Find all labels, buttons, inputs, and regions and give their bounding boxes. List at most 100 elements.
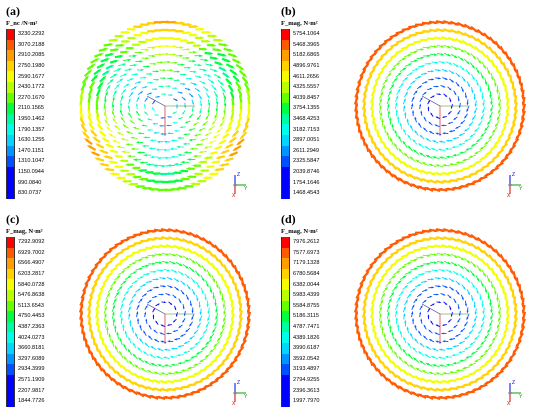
field-arrowhead <box>356 323 360 329</box>
field-arrowhead <box>414 116 417 120</box>
field-arrowhead <box>407 235 412 239</box>
field-arrowhead <box>479 354 484 358</box>
field-arrowhead <box>436 85 440 88</box>
field-arrowhead <box>129 319 132 323</box>
field-arrowhead <box>430 395 436 399</box>
field-arrowhead <box>449 307 452 311</box>
field-arrowhead <box>173 371 178 374</box>
field-arrowhead <box>476 70 480 74</box>
field-arrowhead <box>401 160 406 165</box>
field-arrowhead <box>454 230 460 234</box>
field-arrowhead <box>138 25 144 29</box>
legend-swatch <box>6 364 15 375</box>
field-arrowhead <box>382 140 386 146</box>
field-arrowhead <box>213 168 219 172</box>
field-arrowhead <box>114 345 118 350</box>
field-arrowhead <box>144 171 149 174</box>
field-arrowhead <box>436 293 440 296</box>
field-arrowhead <box>437 277 442 280</box>
field-arrowhead <box>414 129 417 134</box>
field-arrowhead <box>374 289 378 294</box>
field-arrowhead <box>103 111 107 116</box>
field-arrowhead <box>170 139 174 142</box>
field-arrowhead <box>224 145 229 149</box>
field-arrowhead <box>387 109 391 114</box>
field-arrowhead <box>245 122 249 128</box>
field-arrowhead <box>96 275 101 280</box>
field-arrowhead <box>137 317 140 321</box>
field-arrowhead <box>372 323 375 328</box>
field-arrowhead <box>496 151 501 156</box>
field-arrowhead <box>451 354 455 357</box>
legend-swatch <box>6 342 15 354</box>
field-arrowhead <box>99 53 105 57</box>
field-arrowhead <box>394 129 397 134</box>
field-arrowhead <box>504 348 509 353</box>
field-arrowhead <box>407 164 412 169</box>
legend-swatch <box>281 300 290 312</box>
field-arrowhead <box>379 342 383 348</box>
field-arrowhead <box>451 71 455 74</box>
legend-swatch <box>281 29 290 40</box>
field-arrowhead <box>447 320 451 323</box>
legend-swatch <box>281 81 290 93</box>
field-arrowhead <box>167 60 172 64</box>
field-arrowhead <box>139 267 144 271</box>
field-arrowhead <box>135 73 139 76</box>
field-arrowhead <box>482 317 485 322</box>
field-arrowhead <box>434 253 439 256</box>
field-arrowhead <box>130 254 135 257</box>
field-arrowhead <box>79 309 83 315</box>
field-arrowhead <box>384 63 389 68</box>
field-arrowhead <box>405 46 410 49</box>
field-arrowhead <box>497 304 501 309</box>
field-arrowhead <box>179 126 183 129</box>
field-arrowhead <box>454 92 457 96</box>
field-arrowhead <box>192 372 197 376</box>
field-arrowhead <box>223 43 229 47</box>
field-arrowhead <box>521 115 525 121</box>
field-arrowhead <box>226 59 232 63</box>
field-arrowhead <box>204 249 210 254</box>
field-arrowhead <box>120 316 123 321</box>
field-arrowhead <box>468 123 472 127</box>
field-arrowhead <box>481 96 484 100</box>
field-arrowhead <box>466 61 470 65</box>
field-arrowhead <box>164 93 167 95</box>
field-arrowhead <box>218 38 224 42</box>
field-arrowhead <box>441 228 447 232</box>
field-arrowhead <box>438 37 444 40</box>
field-arrowhead <box>491 284 494 289</box>
field-arrowhead <box>88 315 92 320</box>
field-arrowhead <box>159 164 164 168</box>
field-arrowhead <box>244 330 249 336</box>
field-arrowhead <box>131 166 136 170</box>
legend-row: 3182.7153 <box>281 124 343 135</box>
field-arrowhead <box>441 387 446 391</box>
field-arrowhead <box>152 387 158 391</box>
field-arrowhead <box>454 55 458 59</box>
field-arrowhead <box>377 354 381 359</box>
legend-swatch <box>281 237 290 248</box>
field-arrowhead <box>389 324 392 329</box>
field-arrowhead <box>185 329 189 333</box>
field-arrowhead <box>189 147 194 150</box>
field-arrowhead <box>413 167 418 171</box>
field-arrowhead <box>109 271 114 276</box>
field-arrowhead <box>430 187 436 191</box>
field-arrowhead <box>209 63 214 67</box>
field-arrowhead <box>484 152 489 156</box>
field-arrowhead <box>356 295 360 301</box>
panel-b: (b) F_mag, N·m² 5754.1064 5468.3965 5182… <box>275 0 550 208</box>
legend-value: 4024.0273 <box>18 334 45 341</box>
field-arrowhead <box>131 175 137 179</box>
field-arrowhead <box>170 155 175 159</box>
field-arrowhead <box>180 160 185 164</box>
field-arrowhead <box>407 372 412 377</box>
field-arrowhead <box>489 376 495 381</box>
field-arrowhead <box>432 95 435 98</box>
field-arrowhead <box>461 383 467 387</box>
legend-value: 5754.1064 <box>293 31 320 38</box>
field-arrowhead <box>489 115 492 119</box>
field-arrowhead <box>385 365 390 370</box>
